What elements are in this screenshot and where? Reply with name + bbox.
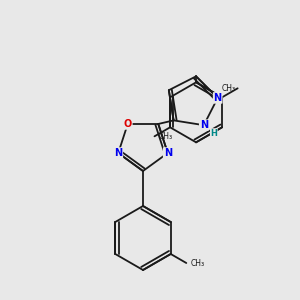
Text: O: O (124, 119, 132, 129)
Text: N: N (214, 93, 222, 103)
Text: N: N (200, 120, 208, 130)
Text: H: H (210, 129, 217, 138)
Text: N: N (114, 148, 122, 158)
Text: N: N (164, 148, 172, 158)
Text: CH₃: CH₃ (221, 84, 236, 93)
Text: CH₃: CH₃ (158, 132, 172, 141)
Text: CH₃: CH₃ (190, 259, 204, 268)
